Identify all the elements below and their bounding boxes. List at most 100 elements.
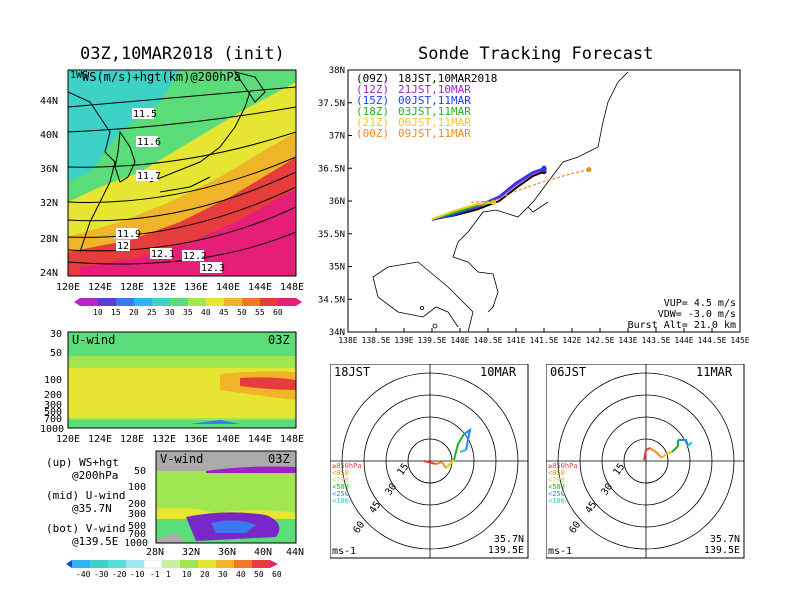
vwind-cbar-tick: -10	[130, 570, 145, 579]
coastline-honshu	[467, 71, 629, 233]
vwind-cbar-tick: -40	[76, 570, 91, 579]
lat-tick: 34.5N	[318, 295, 345, 305]
pressure-tick: 1000	[126, 538, 148, 549]
lon-tick: 136E	[184, 282, 208, 293]
ws-cbar-swatch	[206, 298, 224, 306]
lon-tick: 132E	[152, 434, 176, 444]
lon-tick: 128E	[120, 282, 144, 293]
legend-code: (09Z)	[356, 72, 389, 85]
ws-contour	[68, 106, 296, 133]
lon-tick: 140E	[216, 282, 240, 293]
ws-cbar-tick: 40	[201, 308, 211, 317]
ws-cbar-swatch	[260, 298, 278, 306]
vwind-cbar-tick: -30	[94, 570, 109, 579]
legend-code: (12Z)	[356, 83, 389, 96]
hodo1-lvl-250	[453, 433, 465, 461]
vwind-cbar-tick: 1	[166, 570, 171, 579]
hodo-level-label: <500	[332, 483, 349, 491]
pressure-tick: 50	[134, 466, 146, 477]
track-endpoint-2	[541, 165, 547, 171]
hodo-level-label: <850	[332, 469, 349, 477]
legend-time: 03JST,11MAR	[398, 105, 471, 118]
vwind-cbar-tick: 10	[182, 570, 192, 579]
lon-tick: 139E	[394, 336, 413, 345]
vwind-label: V-wind	[160, 452, 203, 466]
hodo2-right: 11MAR	[696, 365, 733, 379]
ws-cbar-tick: 25	[147, 308, 157, 317]
lon-tick: 144E	[248, 434, 272, 444]
note-bot-sub: @139.5E	[72, 535, 119, 548]
lon-tick: 140E	[216, 434, 240, 444]
ws-cbar-tick: 10	[93, 308, 103, 317]
lat-tick: 37.5N	[318, 99, 345, 109]
lon-tick: 148E	[280, 434, 304, 444]
hodo2-lvl-850	[643, 447, 651, 461]
track-line-2	[431, 167, 545, 221]
lat-tick: 40N	[40, 130, 58, 141]
legend-time: 18JST,10MAR2018	[398, 72, 497, 85]
ws-field-low	[68, 70, 180, 182]
lon-tick: 144E	[248, 282, 272, 293]
hodograph-1: 18JST 10MAR 15 30 45 60 ms-1 35.7N 139.5…	[330, 364, 529, 559]
coastline-china	[68, 91, 116, 253]
ws-map-panel: 1WS WS(m/s)+hgt(km)@200hPa 44N 40N 36N 3…	[40, 69, 304, 317]
note-mid-sub: @35.7N	[72, 502, 112, 515]
vwind-cbar-tick: 30	[218, 570, 228, 579]
hodo2-lvl-700	[649, 447, 663, 459]
lat-tick: 28N	[40, 234, 58, 245]
note-mid: (mid) U-wind @35.7N	[46, 489, 125, 515]
pressure-tick: 200	[128, 499, 146, 510]
hodo-level-label: <100	[548, 497, 565, 505]
hodo1-lvl-500	[445, 459, 455, 469]
contour-label: 12.2	[183, 251, 207, 262]
ws-cbar-swatch	[134, 298, 152, 306]
track-series-layer	[431, 165, 592, 221]
hodo-level-label: <700	[332, 476, 349, 484]
stat-burst: Burst Alt= 21.0 km	[628, 320, 736, 331]
left-title: 03Z,10MAR2018 (init)	[80, 44, 285, 64]
vwind-panel: V-wind 03Z 50 100 200 300 500 700 1000 2…	[126, 450, 304, 558]
ws-cbar-swatch	[152, 298, 170, 306]
note-bot: (bot) V-wind @139.5E	[46, 522, 125, 548]
lon-tick: 148E	[280, 282, 304, 293]
pressure-tick: 100	[44, 375, 62, 386]
lat-tick: 32N	[182, 547, 200, 558]
lon-tick: 143E	[618, 336, 637, 345]
hodo-level-label: <250	[548, 490, 565, 498]
lon-tick: 120E	[56, 434, 80, 444]
pressure-tick: 500	[44, 407, 62, 418]
vwind-cbar-tick: 40	[236, 570, 246, 579]
lat-tick: 36.5N	[318, 164, 345, 174]
vwind-time: 03Z	[268, 452, 290, 466]
lon-tick: 124E	[88, 282, 112, 293]
lat-tick: 37N	[329, 132, 345, 142]
lon-tick: 140.5E	[474, 336, 503, 345]
lat-tick: 44N	[286, 547, 304, 558]
ws-cbar-swatch	[242, 298, 260, 306]
hodo-level-label: ≥850hPa	[548, 462, 578, 470]
contour-label: 12	[117, 241, 129, 252]
legend-code: (15Z)	[356, 94, 389, 107]
coastline-japan	[149, 91, 251, 193]
lon-tick: 124E	[88, 434, 112, 444]
ws-corner-label: 1WS	[70, 70, 88, 81]
island	[432, 323, 438, 329]
vwind-cbar-tick: -20	[112, 570, 127, 579]
lon-tick: 138E	[338, 336, 357, 345]
hodo1-loc2: 139.5E	[488, 545, 524, 556]
ws-field-core	[80, 190, 296, 276]
legend-time: 06JST,11MAR	[398, 116, 471, 129]
lon-tick: 128E	[120, 434, 144, 444]
lon-tick: 132E	[152, 282, 176, 293]
contour-label: 12.1	[151, 249, 175, 260]
ws-cbar-arrow-left	[74, 298, 80, 306]
note-bot-head: (bot) V-wind	[46, 522, 126, 535]
ws-cbar-arrow-right	[296, 298, 302, 306]
vwind-cbar-tick: 50	[254, 570, 264, 579]
coastline-boso	[452, 231, 499, 313]
ws-map-frame	[67, 69, 297, 277]
vwind-cbar-tick: 20	[200, 570, 210, 579]
lon-tick: 144E	[674, 336, 693, 345]
pressure-tick: 200	[44, 390, 62, 401]
